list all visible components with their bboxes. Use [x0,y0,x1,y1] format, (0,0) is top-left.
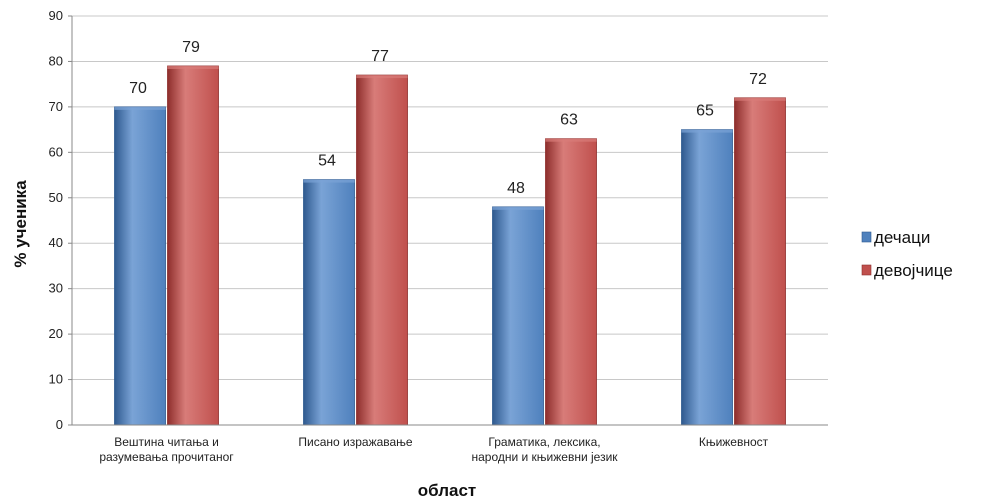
bar-top-highlight [356,75,408,79]
data-label: 79 [182,39,200,56]
x-axis-title: област [418,481,477,500]
data-label: 72 [749,71,767,88]
y-tick-label: 30 [49,281,63,296]
data-label: 65 [696,103,714,120]
bar-top-highlight [681,129,733,133]
bar-boys-0 [114,106,166,426]
y-axis-title: % ученика [11,180,30,268]
bar-top-highlight [492,206,544,210]
legend-label: дечаци [874,228,930,247]
data-label: 54 [318,153,336,170]
y-tick-label: 0 [56,417,63,432]
data-label: 63 [560,112,578,129]
y-tick-label: 60 [49,144,63,159]
data-labels: 70 79 54 77 48 63 65 72 [129,39,767,197]
legend-label: девојчице [874,261,953,280]
y-tick-label: 80 [49,53,63,68]
category-label: Граматика, лексика, [488,435,600,449]
bar-girls-1 [356,74,408,426]
category-label: Писано изражавање [298,435,413,449]
bar-top-highlight [114,106,166,110]
y-tick-label: 90 [49,8,63,23]
y-axis-ticks: 0 10 20 30 40 50 60 70 80 90 [49,8,73,432]
bar-boys-2 [492,206,544,426]
category-label: разумевања прочитаног [99,450,234,464]
y-tick-label: 10 [49,372,63,387]
bar-girls-2 [545,138,597,426]
bar-boys-1 [303,179,355,426]
bar-boys-3 [681,129,733,426]
data-label: 48 [507,180,525,197]
category-label: Вештина читања и [114,435,219,449]
y-tick-label: 70 [49,99,63,114]
bar-girls-0 [167,65,219,426]
bars [114,65,786,426]
legend-swatch [861,231,872,243]
bar-top-highlight [734,97,786,101]
data-label: 70 [129,80,147,97]
legend-swatch [861,264,872,276]
category-label: Књижевност [699,435,769,449]
y-tick-label: 50 [49,190,63,205]
legend: дечаци девојчице [861,228,953,280]
y-tick-label: 20 [49,326,63,341]
bar-girls-3 [734,97,786,426]
bar-top-highlight [167,65,219,69]
category-label: народни и књижевни језик [471,450,618,464]
bar-top-highlight [303,179,355,183]
bar-top-highlight [545,138,597,142]
y-tick-label: 40 [49,235,63,250]
data-label: 77 [371,48,389,65]
